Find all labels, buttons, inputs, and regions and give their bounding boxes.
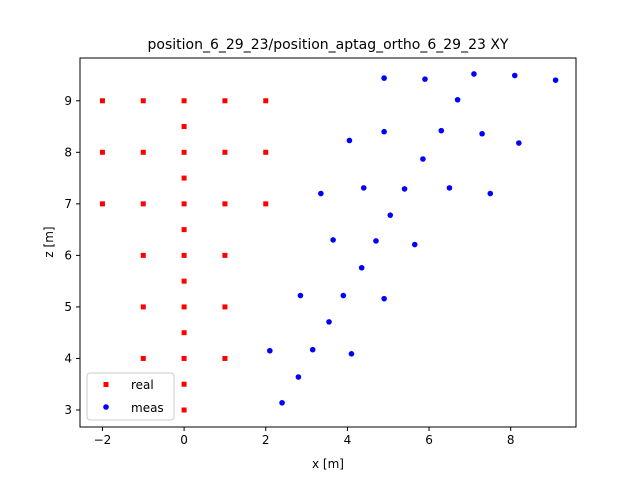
real-point [222,355,228,361]
meas-point [420,156,426,162]
real-point [263,149,269,155]
real-point [181,149,187,155]
meas-point [552,77,559,83]
real-point [222,201,228,207]
x-tick-label: 8 [507,433,515,447]
y-tick-label: 9 [64,94,72,108]
legend-real-label: real [131,378,154,392]
meas-point [267,347,273,354]
legend-meas-label: meas [131,401,164,415]
meas-point [381,295,387,302]
real-point [181,355,187,361]
meas-point [422,76,428,82]
meas-point [309,346,316,353]
meas-point [330,237,336,243]
real-point [140,304,146,310]
real-point [181,227,187,233]
real-point [140,355,146,361]
real-point [181,124,187,130]
meas-point [295,374,302,380]
meas-point [487,190,494,197]
meas-point [297,292,304,299]
real-point [263,98,269,104]
legend-meas-marker [103,404,109,410]
meas-point [411,241,418,248]
real-point [140,252,146,258]
legend-real-marker [103,382,109,387]
real-point [140,98,146,104]
real-point [181,98,187,104]
real-point [181,175,187,181]
real-point [181,201,187,207]
y-tick-label: 7 [64,197,72,211]
meas-point [318,190,324,197]
real-point [222,149,228,155]
y-axis-label: z [m] [42,226,56,257]
real-point [181,407,187,413]
real-point [140,149,146,155]
x-axis-ticks: −2 0 2 4 6 8 [94,427,515,447]
x-tick-label: 2 [262,433,270,447]
x-tick-label: 4 [344,433,352,447]
real-point [140,201,146,207]
x-tick-label: 0 [180,433,188,447]
meas-point [381,75,387,81]
plot-points [99,71,559,413]
meas-point [479,130,485,137]
real-point [181,381,187,387]
meas-point [381,128,387,135]
real-point [222,98,228,104]
y-tick-label: 4 [64,351,72,365]
meas-point [471,71,477,77]
meas-point [438,127,445,134]
meas-point [511,72,518,79]
y-tick-label: 6 [64,248,72,262]
real-point [181,330,187,336]
real-point [222,252,228,258]
plot-frame [79,57,577,428]
legend: real meas [86,372,175,421]
chart-title: position_6_29_23/position_aptag_ortho_6_… [148,37,509,53]
meas-point [401,186,408,192]
y-tick-label: 3 [64,403,72,417]
x-axis-label: x [m] [312,457,344,471]
meas-point [387,212,394,218]
real-point [181,278,187,284]
y-tick-label: 8 [64,145,72,159]
meas-point [454,96,461,103]
real-point [263,201,269,207]
meas-point [516,140,522,146]
x-tick-label: 6 [425,433,433,447]
meas-point [358,264,365,271]
real-point [99,201,105,207]
meas-point [446,185,453,191]
legend-box [86,372,175,421]
real-point [99,98,105,104]
real-point [181,304,187,310]
meas-point [326,319,332,325]
x-tick-label: −2 [94,433,112,447]
meas-point [279,399,285,406]
meas-point [360,185,367,191]
real-point [99,149,105,155]
meas-point [340,292,347,299]
y-tick-label: 5 [64,300,72,314]
real-point [181,252,187,258]
meas-point [348,351,355,357]
y-axis-ticks: 3 4 5 6 7 8 9 [64,94,80,417]
meas-point [346,137,353,144]
meas-point [373,238,379,244]
real-point [222,304,228,310]
